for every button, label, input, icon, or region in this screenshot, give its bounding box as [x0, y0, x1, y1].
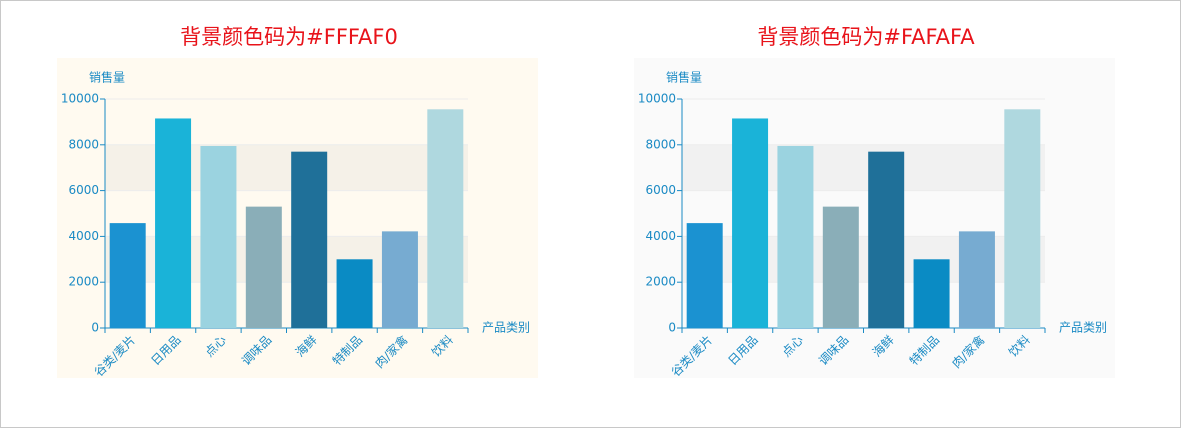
- bar: [245, 206, 282, 328]
- bar: [155, 118, 192, 328]
- y-tick-label: 2000: [645, 275, 676, 289]
- y-tick-label: 8000: [68, 137, 99, 151]
- y-tick-label: 10000: [61, 92, 99, 106]
- bar: [381, 231, 418, 328]
- y-tick-label: 6000: [645, 183, 676, 197]
- bar: [1004, 109, 1041, 329]
- chart-title: 背景颜色码为#FFFAF0: [180, 25, 398, 49]
- x-axis-label: 产品类别: [482, 321, 530, 335]
- bar: [686, 223, 723, 328]
- bar: [336, 259, 373, 328]
- y-tick-label: 8000: [645, 137, 676, 151]
- bar: [822, 206, 859, 328]
- bar: [958, 231, 995, 328]
- y-tick-label: 6000: [68, 183, 99, 197]
- bar: [913, 259, 950, 328]
- bar: [777, 145, 814, 328]
- y-tick-label: 4000: [68, 229, 99, 243]
- bar: [291, 151, 328, 328]
- bar: [868, 151, 905, 328]
- bar: [109, 223, 146, 328]
- bar: [732, 118, 769, 328]
- y-tick-label: 4000: [645, 229, 676, 243]
- y-axis-label: 销售量: [666, 70, 702, 85]
- chart-title: 背景颜色码为#FAFAFA: [757, 25, 975, 49]
- bar: [200, 145, 237, 328]
- y-tick-label: 10000: [638, 92, 676, 106]
- bar: [427, 109, 464, 329]
- y-tick-label: 2000: [68, 275, 99, 289]
- y-axis-label: 销售量: [89, 70, 125, 85]
- x-axis-label: 产品类别: [1059, 321, 1107, 335]
- y-tick-label: 0: [91, 321, 99, 335]
- y-tick-label: 0: [668, 321, 676, 335]
